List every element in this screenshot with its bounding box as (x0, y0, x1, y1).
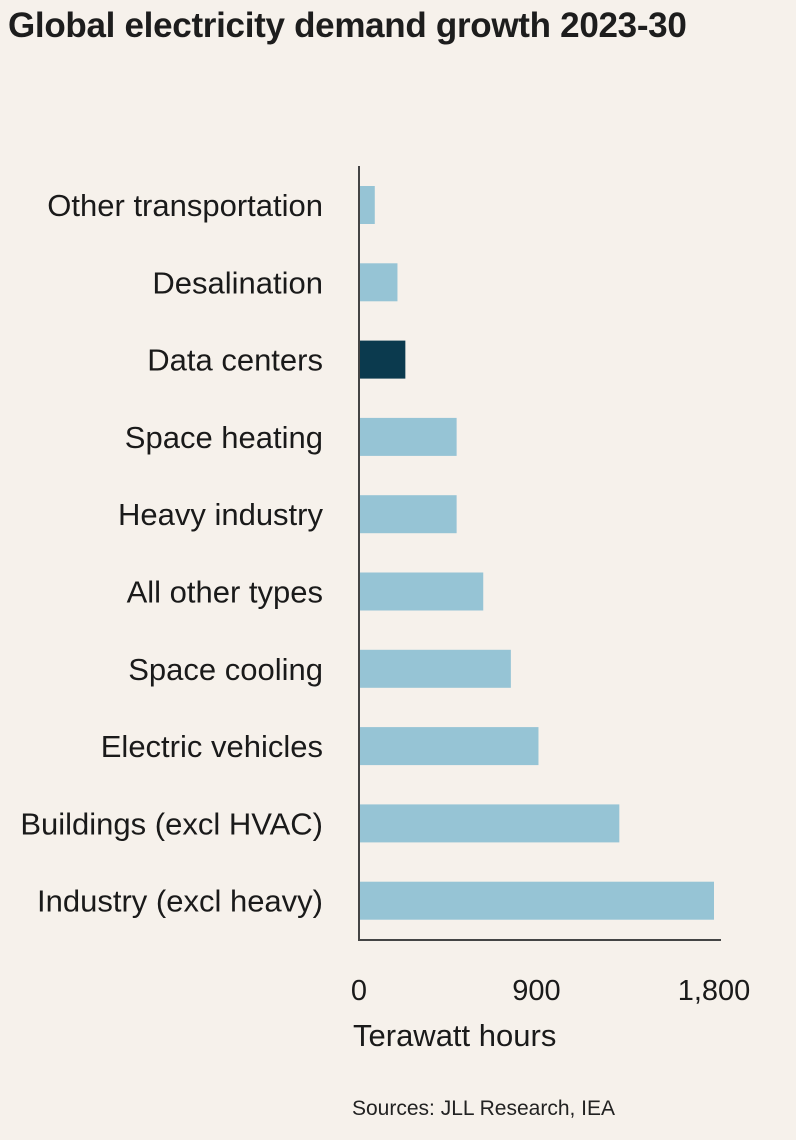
bar-industry-excl-heavy (360, 881, 714, 920)
category-label-electric-vehicles: Electric vehicles (101, 729, 323, 764)
bar-all-other-types (360, 572, 484, 611)
bar-heavy-industry (360, 495, 457, 534)
source-note: Sources: JLL Research, IEA (352, 1097, 616, 1120)
bar-data-centers (360, 340, 406, 379)
category-labels: Other transportation Desalination Data cen… (20, 188, 323, 919)
category-label-space-cooling: Space cooling (128, 652, 323, 687)
category-label-space-heating: Space heating (125, 420, 323, 455)
category-label-heavy-industry: Heavy industry (118, 497, 324, 532)
category-label-desalination: Desalination (152, 265, 323, 300)
category-label-all-other-types: All other types (127, 575, 323, 610)
x-tick-label-0: 0 (351, 975, 367, 1007)
x-tick-labels: 0 900 1,800 (351, 975, 750, 1007)
category-label-buildings-excl-hvac: Buildings (excl HVAC) (20, 806, 323, 841)
bar-space-heating (360, 417, 457, 456)
category-label-industry-excl-heavy: Industry (excl heavy) (37, 884, 323, 919)
category-label-data-centers: Data centers (147, 343, 323, 378)
bar-buildings-excl-hvac (360, 804, 620, 843)
bars-group (360, 186, 714, 920)
bar-other-transportation (360, 186, 375, 224)
x-axis-label: Terawatt hours (353, 1018, 556, 1053)
category-label-other-transportation: Other transportation (47, 188, 323, 223)
x-tick-label-2: 1,800 (678, 975, 751, 1007)
bar-desalination (360, 263, 398, 302)
chart-title: Global electricity demand growth 2023-30 (8, 6, 687, 45)
bar-electric-vehicles (360, 727, 539, 766)
bar-space-cooling (360, 649, 511, 688)
x-tick-label-1: 900 (512, 975, 560, 1007)
